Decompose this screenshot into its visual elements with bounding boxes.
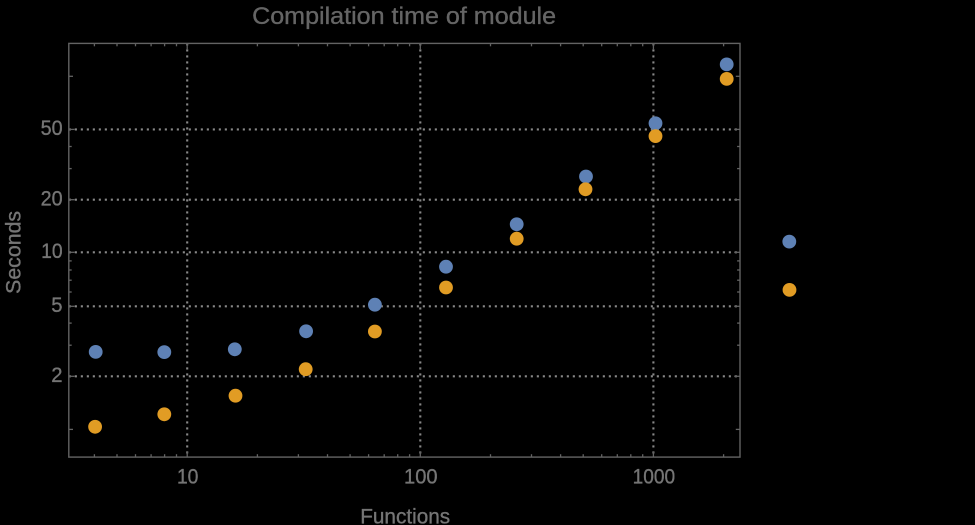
svg-text:10: 10	[177, 465, 199, 489]
svg-text:Seconds: Seconds	[2, 211, 26, 294]
svg-text:2: 2	[51, 363, 62, 387]
svg-text:5: 5	[51, 293, 62, 317]
svg-text:100: 100	[404, 465, 438, 489]
svg-text:20: 20	[41, 186, 63, 210]
svg-text:Functions: Functions	[360, 504, 450, 525]
svg-text:1000: 1000	[633, 465, 676, 489]
svg-text:50: 50	[41, 116, 63, 140]
svg-text:10: 10	[41, 239, 63, 263]
svg-text:Compilation time of module: Compilation time of module	[252, 4, 556, 30]
